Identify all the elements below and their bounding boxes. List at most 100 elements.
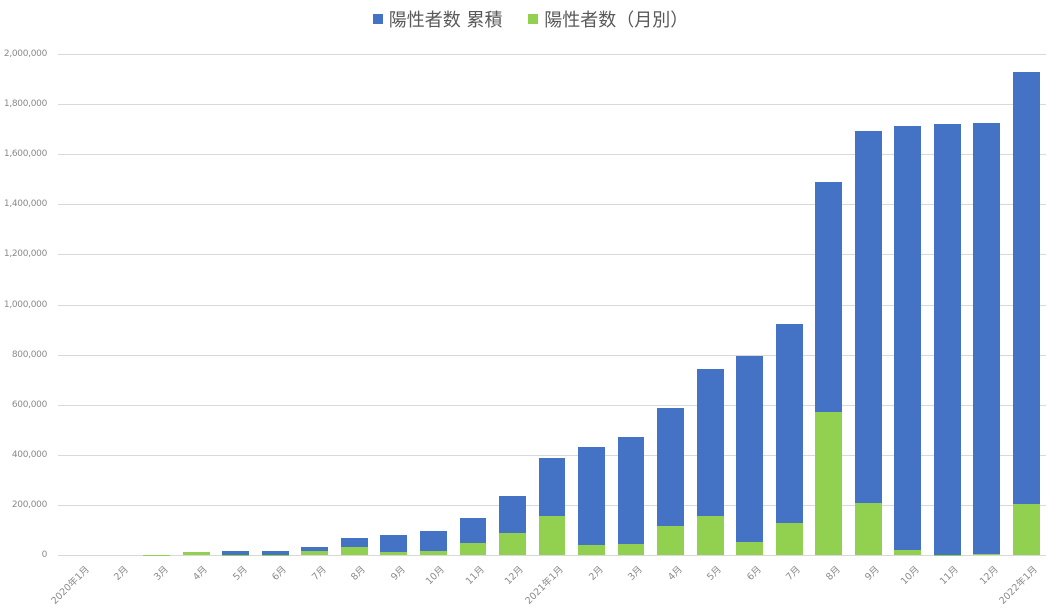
y-tick-label: 1,600,000 (3, 149, 47, 160)
bar-cumulative (775, 323, 803, 555)
gridline (58, 154, 1046, 156)
gridline (58, 104, 1046, 106)
gridline (58, 204, 1046, 206)
bar-monthly (657, 525, 684, 555)
x-tick-label: 2021年1月 (523, 564, 566, 607)
x-tick-label: 2月 (112, 564, 132, 583)
legend-swatch-monthly (528, 14, 539, 24)
legend-label-cumulative: 陽性者数 累積 (388, 10, 503, 31)
bar-monthly (182, 551, 210, 555)
bar-cumulative (1012, 72, 1040, 555)
bar-monthly (380, 551, 408, 555)
bar-group (894, 54, 922, 555)
x-tick-label: 6月 (270, 564, 290, 583)
y-tick-label: 200,000 (11, 499, 47, 510)
y-tick-label: 400,000 (11, 449, 47, 460)
x-tick-label: 9月 (389, 564, 408, 583)
x-tick-label: 7月 (310, 564, 329, 583)
bar-cumulative (854, 130, 882, 555)
y-tick-label: 800,000 (11, 349, 47, 360)
bar-group (104, 54, 131, 555)
y-tick-label: 0 (41, 550, 48, 560)
bar-monthly (696, 515, 724, 555)
x-tick-label: 2022年1月 (997, 564, 1041, 607)
gridline (58, 54, 1046, 55)
x-tick-label: 3月 (626, 564, 645, 583)
bar-group (657, 54, 684, 555)
bar-monthly (736, 541, 764, 555)
y-tick-label: 600,000 (11, 399, 47, 410)
bar-group (578, 54, 605, 555)
legend-item-monthly: 陽性者数（月別） (528, 6, 688, 32)
bar-monthly (301, 551, 329, 555)
bar-cumulative (894, 125, 922, 555)
bar-group (815, 54, 843, 555)
gridline (58, 454, 1046, 456)
x-tick-label: 12月 (503, 564, 527, 588)
x-tick-label: 11月 (938, 564, 962, 588)
bar-monthly (894, 550, 922, 555)
y-tick-label: 1,800,000 (3, 99, 47, 110)
bar-group (143, 54, 171, 555)
bar-group (696, 54, 724, 555)
plot-area (58, 54, 1046, 555)
gridline (58, 555, 1046, 556)
bar-cumulative (578, 447, 605, 555)
bar-cumulative (222, 551, 250, 555)
x-tick-label: 8月 (823, 564, 843, 583)
bar-monthly (617, 544, 645, 555)
x-tick-label: 7月 (784, 564, 804, 583)
bar-group (420, 54, 447, 555)
legend-swatch-cumulative (372, 14, 383, 24)
y-tick-label: 2,000,000 (3, 49, 47, 59)
bar-group (1012, 54, 1040, 555)
bar-monthly (578, 544, 605, 555)
bar-group (854, 54, 882, 555)
bar-group (459, 54, 487, 555)
bar-group (973, 54, 1001, 555)
legend-label-monthly: 陽性者数（月別） (544, 10, 689, 31)
bar-cumulative (933, 124, 961, 555)
bar-monthly (499, 532, 526, 555)
bar-group (340, 54, 368, 555)
bar-group (64, 54, 91, 555)
bar-cumulative (973, 123, 1001, 555)
bar-cumulative (261, 550, 289, 555)
x-tick-label: 8月 (349, 564, 369, 583)
x-tick-label: 4月 (665, 564, 685, 583)
bar-monthly (854, 503, 882, 555)
y-tick-label: 1,000,000 (3, 299, 47, 310)
bar-monthly (340, 546, 368, 555)
bar-monthly (538, 516, 566, 555)
x-tick-label: 10月 (898, 564, 922, 588)
bar-group (301, 54, 329, 555)
x-tick-label: 11月 (463, 564, 487, 588)
x-tick-label: 5月 (230, 564, 250, 583)
bar-group (222, 54, 250, 555)
legend-item-cumulative: 陽性者数 累積 (372, 6, 503, 32)
bar-group (538, 54, 566, 555)
bar-group (736, 54, 764, 555)
x-tick-label: 2020年1月 (49, 564, 92, 607)
bar-monthly (459, 542, 487, 555)
x-tick-label: 2月 (586, 564, 606, 583)
bar-monthly (143, 554, 171, 555)
x-tick-label: 6月 (744, 564, 764, 583)
bar-group (617, 54, 645, 555)
chart-legend: 陽性者数 累積 陽性者数（月別） (0, 6, 1061, 32)
x-tick-label: 3月 (151, 564, 171, 583)
bar-monthly (775, 522, 803, 555)
x-tick-label: 5月 (705, 564, 724, 583)
bar-group (933, 54, 961, 555)
x-tick-label: 12月 (977, 564, 1001, 588)
bar-cumulative (301, 546, 329, 555)
x-tick-label: 10月 (424, 564, 448, 588)
gridline (58, 254, 1046, 256)
bar-cumulative (617, 436, 645, 555)
bar-monthly (420, 550, 447, 555)
bar-monthly (973, 554, 1001, 555)
bar-monthly (222, 554, 250, 555)
gridline (58, 304, 1046, 306)
x-tick-label: 9月 (863, 564, 883, 583)
bar-cumulative (380, 534, 408, 555)
